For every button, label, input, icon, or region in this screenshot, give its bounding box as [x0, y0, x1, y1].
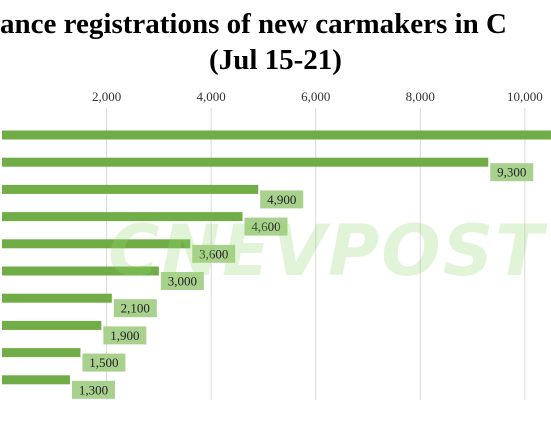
data-label-box	[260, 190, 304, 209]
data-label: 4,900	[267, 192, 296, 207]
chart-title-line1: ance registrations of new carmakers in C	[0, 8, 507, 40]
x-tick-label: 2,000	[92, 89, 121, 104]
data-label-box	[82, 353, 126, 372]
data-label: 2,100	[121, 301, 150, 316]
data-label-box	[71, 380, 115, 399]
data-label-box	[160, 272, 204, 290]
bar	[2, 130, 551, 140]
bar	[2, 320, 102, 330]
bar	[2, 212, 243, 222]
data-label-box	[113, 299, 157, 318]
x-tick-label: 4,000	[197, 89, 226, 104]
bar	[2, 348, 81, 358]
data-label: 3,600	[199, 246, 228, 261]
bar	[2, 239, 191, 249]
data-label: 1,300	[79, 382, 108, 397]
data-label-box	[192, 244, 236, 263]
bar	[2, 157, 489, 167]
data-label: 1,900	[110, 328, 139, 343]
x-tick-label: 6,000	[301, 89, 330, 104]
x-tick-label: 8,000	[406, 89, 435, 104]
bar	[2, 266, 159, 276]
data-label-box	[490, 163, 534, 182]
x-tick-label: 10,000	[507, 89, 543, 104]
data-label-box	[103, 326, 147, 345]
chart-title-line2: (Jul 15-21)	[209, 44, 342, 76]
bar	[2, 293, 112, 303]
data-label-box	[244, 217, 288, 236]
data-label: 1,500	[89, 355, 118, 370]
data-label: 4,600	[251, 219, 280, 234]
bar	[2, 375, 70, 385]
bar	[2, 184, 259, 194]
data-label: 3,000	[168, 274, 197, 289]
data-label: 9,300	[497, 165, 526, 180]
